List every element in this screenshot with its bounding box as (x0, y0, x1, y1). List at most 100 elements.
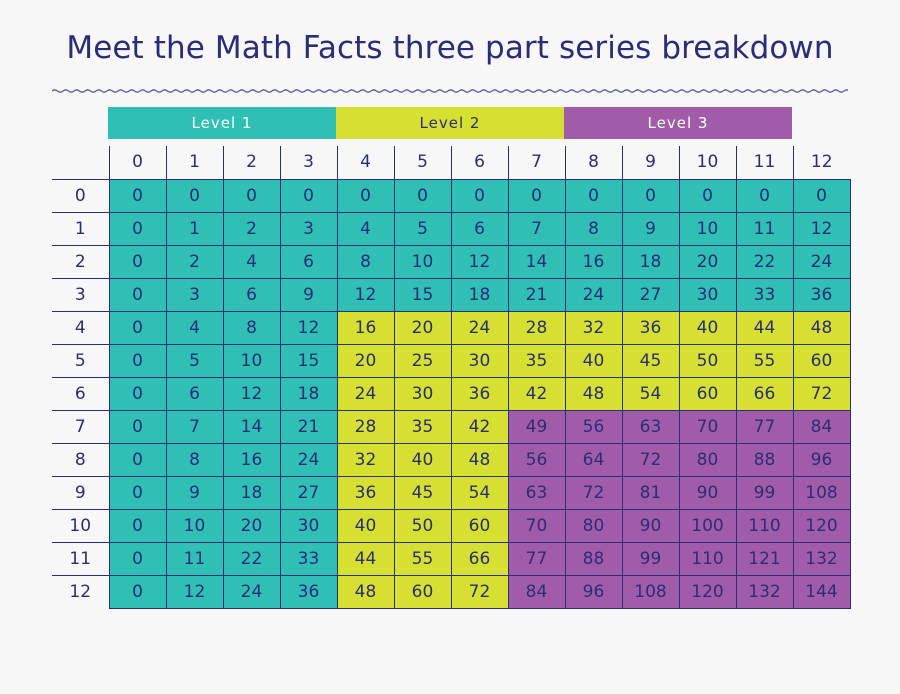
product-cell: 44 (336, 541, 395, 576)
row-header-1: 1 (52, 211, 110, 246)
column-header-8: 8 (564, 146, 623, 180)
table-row: 4 0 4 8 12 16 20 24 28 32 36 40 44 48 (52, 310, 851, 345)
product-cell: 7 (507, 211, 566, 246)
product-cell: 0 (450, 178, 509, 213)
product-cell: 0 (108, 244, 167, 279)
product-cell: 63 (621, 409, 680, 444)
product-cell: 48 (792, 310, 851, 345)
table-row: 3 0 3 6 9 12 15 18 21 24 27 30 33 36 (52, 277, 851, 312)
product-cell: 0 (564, 178, 623, 213)
product-cell: 84 (792, 409, 851, 444)
product-cell: 21 (279, 409, 338, 444)
product-cell: 110 (678, 541, 737, 576)
table-row: 1 0 1 2 3 4 5 6 7 8 9 10 11 12 (52, 211, 851, 246)
column-header-11: 11 (735, 146, 794, 180)
product-cell: 0 (108, 343, 167, 378)
product-cell: 60 (792, 343, 851, 378)
product-cell: 14 (222, 409, 281, 444)
product-cell: 6 (450, 211, 509, 246)
table-row: 2 0 2 4 6 8 10 12 14 16 18 20 22 24 (52, 244, 851, 279)
product-cell: 0 (108, 211, 167, 246)
product-cell: 20 (336, 343, 395, 378)
product-cell: 11 (165, 541, 224, 576)
product-cell: 36 (450, 376, 509, 411)
row-header-9: 9 (52, 475, 110, 510)
product-cell: 40 (393, 442, 452, 477)
product-cell: 33 (279, 541, 338, 576)
product-cell: 8 (564, 211, 623, 246)
product-cell: 24 (336, 376, 395, 411)
product-cell: 72 (564, 475, 623, 510)
column-header-1: 1 (165, 146, 224, 180)
product-cell: 60 (678, 376, 737, 411)
product-cell: 9 (165, 475, 224, 510)
product-cell: 30 (279, 508, 338, 543)
product-cell: 90 (621, 508, 680, 543)
product-cell: 120 (792, 508, 851, 543)
product-cell: 28 (336, 409, 395, 444)
product-cell: 50 (393, 508, 452, 543)
product-cell: 60 (393, 574, 452, 609)
product-cell: 108 (621, 574, 680, 609)
product-cell: 48 (564, 376, 623, 411)
product-cell: 84 (507, 574, 566, 609)
product-cell: 63 (507, 475, 566, 510)
product-cell: 24 (450, 310, 509, 345)
product-cell: 4 (222, 244, 281, 279)
product-cell: 32 (336, 442, 395, 477)
level-3-label: Level 3 (647, 114, 709, 132)
product-cell: 8 (336, 244, 395, 279)
product-cell: 80 (564, 508, 623, 543)
product-cell: 36 (621, 310, 680, 345)
column-header-12: 12 (792, 146, 850, 180)
product-cell: 27 (279, 475, 338, 510)
product-cell: 0 (222, 178, 281, 213)
product-cell: 12 (792, 211, 851, 246)
product-cell: 50 (678, 343, 737, 378)
product-cell: 9 (279, 277, 338, 312)
product-cell: 36 (279, 574, 338, 609)
product-cell: 0 (678, 178, 737, 213)
product-cell: 70 (678, 409, 737, 444)
product-cell: 5 (393, 211, 452, 246)
column-header-3: 3 (279, 146, 338, 180)
column-header-9: 9 (621, 146, 680, 180)
product-cell: 96 (792, 442, 851, 477)
product-cell: 0 (621, 178, 680, 213)
row-header-6: 6 (52, 376, 110, 411)
product-cell: 0 (507, 178, 566, 213)
multiplication-table: 0 1 2 3 4 5 6 7 8 9 10 11 12 0 0 0 0 0 0 0 0 0 0 0 0 0 0 1 0 1 2 3 4 5 6 7 8… (52, 146, 851, 609)
product-cell: 20 (393, 310, 452, 345)
product-cell: 0 (108, 409, 167, 444)
product-cell: 30 (678, 277, 737, 312)
product-cell: 88 (564, 541, 623, 576)
product-cell: 54 (621, 376, 680, 411)
product-cell: 81 (621, 475, 680, 510)
product-cell: 121 (735, 541, 794, 576)
product-cell: 45 (621, 343, 680, 378)
product-cell: 16 (222, 442, 281, 477)
product-cell: 24 (792, 244, 851, 279)
product-cell: 132 (792, 541, 851, 576)
product-cell: 90 (678, 475, 737, 510)
product-cell: 24 (222, 574, 281, 609)
product-cell: 16 (564, 244, 623, 279)
product-cell: 132 (735, 574, 794, 609)
product-cell: 10 (678, 211, 737, 246)
product-cell: 56 (564, 409, 623, 444)
product-cell: 55 (735, 343, 794, 378)
row-header-2: 2 (52, 244, 110, 279)
row-header-8: 8 (52, 442, 110, 477)
row-header-10: 10 (52, 508, 110, 543)
product-cell: 99 (735, 475, 794, 510)
product-cell: 77 (735, 409, 794, 444)
product-cell: 18 (450, 277, 509, 312)
column-header-4: 4 (336, 146, 395, 180)
product-cell: 24 (564, 277, 623, 312)
product-cell: 0 (108, 475, 167, 510)
product-cell: 5 (165, 343, 224, 378)
level-2-label: Level 2 (419, 114, 481, 132)
product-cell: 11 (735, 211, 794, 246)
product-cell: 12 (450, 244, 509, 279)
